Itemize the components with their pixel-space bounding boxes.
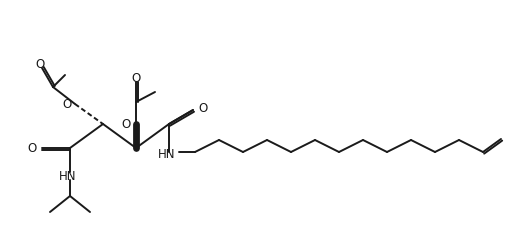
Text: O: O xyxy=(63,98,72,110)
Text: O: O xyxy=(198,102,207,114)
Text: O: O xyxy=(28,142,37,154)
Text: HN: HN xyxy=(158,148,176,162)
Text: HN: HN xyxy=(59,170,77,182)
Text: O: O xyxy=(36,57,45,71)
Text: O: O xyxy=(121,117,130,131)
Text: O: O xyxy=(131,72,140,84)
